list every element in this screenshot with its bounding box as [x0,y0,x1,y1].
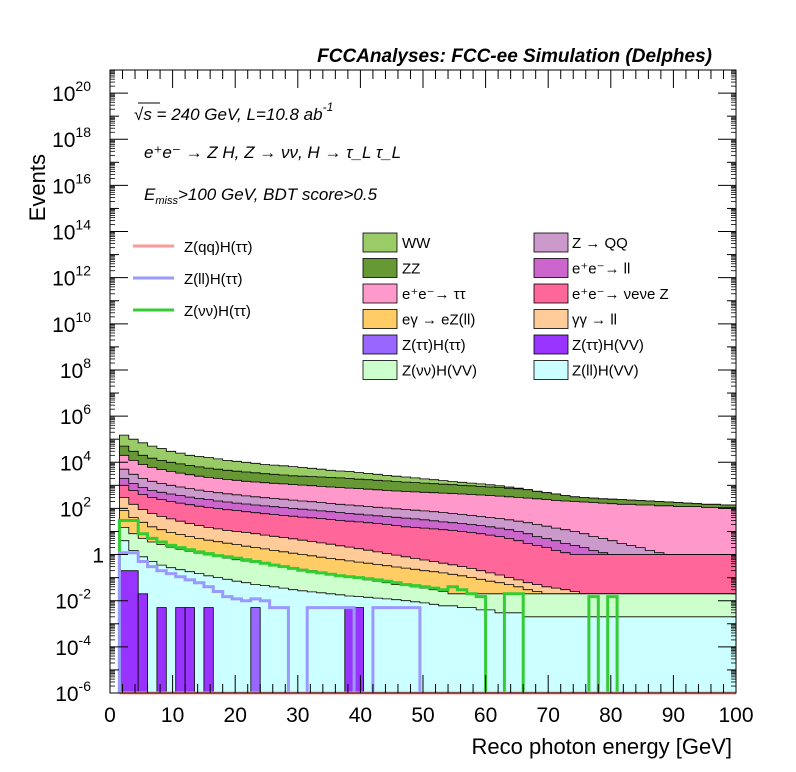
x-tick-label: 100 [718,704,753,727]
x-tick-label: 60 [474,704,497,727]
y-tick-label: 108 [60,355,91,383]
legend-swatch [533,334,569,355]
block-bar-4 [184,607,195,694]
legend-swatch [533,360,569,380]
legend-signal-label: Z(qq)H(ττ) [184,239,253,256]
plot-area [117,434,737,695]
y-axis-title: Events [25,154,50,221]
block-bar-5 [203,607,214,694]
legend-swatch [362,232,398,253]
legend-swatch [362,360,398,380]
x-axis-title: Reco photon energy [GeV] [472,734,733,759]
x-tick-label: 20 [224,704,247,727]
y-tick-label: 1018 [52,124,91,152]
y-tick-label: 10-6 [55,678,91,706]
legend-swatch [362,309,398,329]
legend-label: e⁺e⁻→ ττ [402,286,466,303]
x-tick-label: 80 [599,704,622,727]
block-bar-1 [137,593,148,694]
block-bar-2 [156,607,167,694]
x-tick-label: 10 [161,704,184,727]
legend-signal-label: Z(ll)H(ττ) [184,271,243,288]
signal-blocks [119,570,364,694]
y-axis: 10-6 10-4 10-21 102 104 106 108 1010 1012 1014 101… [52,69,736,706]
legend-swatch [362,258,398,278]
legend-swatch [533,258,569,278]
annotation-box: √s = 240 GeV, L=10.8 ab-1 e⁺e⁻ → Z H, Z … [134,100,401,207]
block-bar-6 [250,607,261,694]
chart-header: FCCAnalyses: FCC-ee Simulation (Delphes) [317,46,712,67]
x-tick-label: 50 [411,704,434,727]
x-tick-label: 70 [537,704,560,727]
legend-label: Z(ττ)H(ττ) [402,337,466,354]
legend-signal-label: Z(νν)H(ττ) [184,303,251,320]
y-tick-label: 104 [60,447,91,475]
x-tick-label: 0 [104,704,116,727]
legend-label: Z(νν)H(VV) [402,363,477,380]
y-tick-label: 1010 [52,309,91,337]
block-bar-3 [175,607,186,694]
legend-label: Z(ττ)H(VV) [572,337,644,354]
x-axis: 0 10 20 30 40 50 60 70 80 90 100 [104,70,754,727]
annotation-energy-lumi: √s = 240 GeV, L=10.8 ab-1 [134,100,333,124]
legend: Z(qq)H(ττ) Z(ll)H(ττ) Z(νν)H(ττ) WW ZZ e⁺e⁻→ … [133,232,669,380]
y-tick-label: 1012 [52,263,91,291]
legend-label: γγ → ll [572,312,617,329]
legend-swatch [533,232,569,253]
legend-label: Z → QQ [572,235,628,252]
legend-swatch [533,309,569,329]
y-tick-label: 106 [60,401,91,429]
legend-label: eγ → eZ(ll) [402,312,475,329]
x-tick-label: 30 [286,704,309,727]
stack-z-ll-h-vv--area [119,540,737,694]
y-tick-label: 10-4 [55,632,91,660]
y-tick-label: 102 [60,493,91,521]
legend-label: e⁺e⁻→ νeνe Z [572,286,669,303]
legend-label: Z(ll)H(VV) [572,363,639,380]
x-tick-label: 90 [662,704,685,727]
annotation-selection: Emiss>100 GeV, BDT score>0.5 [144,185,378,207]
y-tick-label: 1020 [52,78,91,106]
legend-label: ZZ [402,261,420,278]
y-tick-label: 1 [92,545,104,568]
legend-swatch [362,334,398,355]
legend-swatch [362,283,398,304]
legend-label: e⁺e⁻→ ll [572,261,630,278]
signal-line-z-ll-h- [117,551,736,695]
legend-label: WW [402,235,431,252]
y-tick-label: 1016 [52,170,91,198]
signal-line-z-h- [117,519,736,695]
block-bar-0 [119,570,139,694]
legend-swatch [533,283,569,304]
annotation-process: e⁺e⁻ → Z H, Z → νν, H → τ_L τ_L [144,143,401,162]
y-tick-label: 10-2 [55,586,91,614]
x-tick-label: 40 [349,704,372,727]
y-tick-label: 1014 [52,217,91,245]
